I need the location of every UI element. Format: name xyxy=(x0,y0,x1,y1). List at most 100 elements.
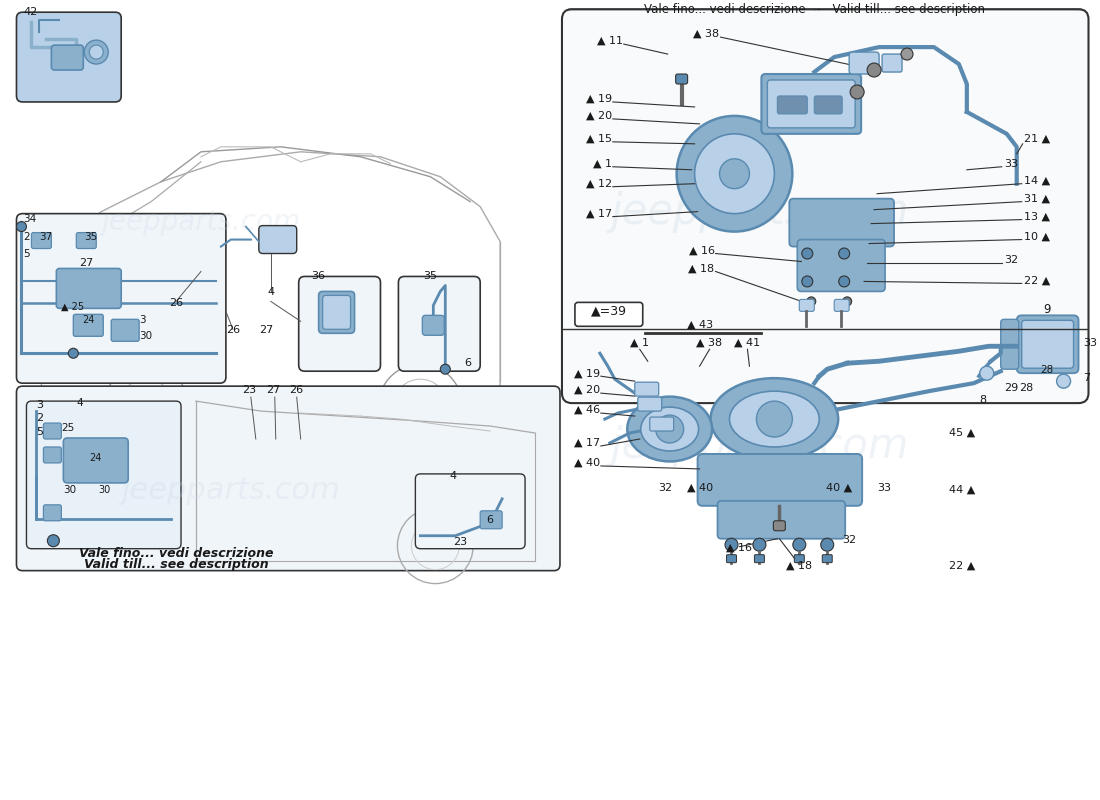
FancyBboxPatch shape xyxy=(755,554,764,562)
Text: ▲ 19: ▲ 19 xyxy=(585,94,612,104)
Text: 10 ▲: 10 ▲ xyxy=(1024,231,1049,242)
Text: 3: 3 xyxy=(139,315,146,326)
FancyBboxPatch shape xyxy=(322,295,351,330)
FancyBboxPatch shape xyxy=(778,96,807,114)
Text: 28: 28 xyxy=(1040,365,1053,375)
Circle shape xyxy=(47,534,59,546)
Text: 44 ▲: 44 ▲ xyxy=(949,485,975,495)
Circle shape xyxy=(850,85,865,99)
FancyBboxPatch shape xyxy=(834,299,849,311)
Text: 23: 23 xyxy=(453,537,468,546)
Text: ▲ 25: ▲ 25 xyxy=(62,302,85,311)
Circle shape xyxy=(838,248,849,259)
FancyBboxPatch shape xyxy=(822,554,833,562)
Text: ▲ 20: ▲ 20 xyxy=(585,111,612,121)
Text: ▲ 46: ▲ 46 xyxy=(574,405,600,415)
Text: 45 ▲: 45 ▲ xyxy=(949,428,975,438)
Text: 26: 26 xyxy=(226,326,240,335)
Text: 2: 2 xyxy=(23,231,30,242)
FancyBboxPatch shape xyxy=(64,438,129,483)
Text: 33: 33 xyxy=(877,483,891,493)
Text: 27: 27 xyxy=(258,326,273,335)
FancyBboxPatch shape xyxy=(814,96,843,114)
Ellipse shape xyxy=(711,378,838,460)
Circle shape xyxy=(838,276,849,287)
FancyBboxPatch shape xyxy=(794,554,804,562)
Text: 31 ▲: 31 ▲ xyxy=(1024,194,1049,204)
FancyBboxPatch shape xyxy=(16,386,560,570)
FancyBboxPatch shape xyxy=(798,239,886,291)
Circle shape xyxy=(757,401,792,437)
FancyBboxPatch shape xyxy=(43,447,62,463)
Text: 42: 42 xyxy=(23,7,37,17)
Text: Vale fino... vedi descrizione: Vale fino... vedi descrizione xyxy=(79,546,273,560)
Text: 25: 25 xyxy=(62,423,75,433)
Circle shape xyxy=(725,538,738,551)
Text: 26: 26 xyxy=(169,298,183,308)
Text: 32: 32 xyxy=(1003,255,1018,266)
FancyBboxPatch shape xyxy=(398,277,481,371)
Text: Valid till... see description: Valid till... see description xyxy=(84,558,268,570)
FancyBboxPatch shape xyxy=(56,269,121,308)
Text: 30: 30 xyxy=(64,485,77,495)
Text: 27: 27 xyxy=(79,258,94,269)
Text: ▲ 38: ▲ 38 xyxy=(696,338,723,347)
Text: 9: 9 xyxy=(1043,303,1050,316)
Text: 37: 37 xyxy=(40,231,53,242)
Text: 32: 32 xyxy=(843,534,856,545)
Text: 6: 6 xyxy=(486,514,494,525)
Text: 35: 35 xyxy=(424,271,438,282)
FancyBboxPatch shape xyxy=(800,299,814,311)
Text: 5: 5 xyxy=(36,427,43,437)
FancyBboxPatch shape xyxy=(111,319,139,342)
Text: 8: 8 xyxy=(979,395,986,405)
Text: 13 ▲: 13 ▲ xyxy=(1024,212,1049,222)
Ellipse shape xyxy=(640,407,698,451)
FancyBboxPatch shape xyxy=(638,397,662,411)
Text: 30: 30 xyxy=(98,485,110,495)
Text: 36: 36 xyxy=(311,271,326,282)
Text: ▲ 40: ▲ 40 xyxy=(686,483,713,493)
Text: 21 ▲: 21 ▲ xyxy=(1024,134,1049,144)
Text: jeepparts.com: jeepparts.com xyxy=(610,190,909,233)
Text: 7: 7 xyxy=(1084,373,1090,383)
Circle shape xyxy=(843,297,851,306)
Circle shape xyxy=(752,538,766,551)
FancyBboxPatch shape xyxy=(416,474,525,549)
Circle shape xyxy=(68,348,78,358)
Text: ▲ 43: ▲ 43 xyxy=(686,319,713,330)
Circle shape xyxy=(802,276,813,287)
Text: ▲ 11: ▲ 11 xyxy=(597,36,623,46)
FancyBboxPatch shape xyxy=(32,233,52,249)
Text: 6: 6 xyxy=(464,358,472,368)
Text: ▲ 17: ▲ 17 xyxy=(574,438,600,448)
FancyBboxPatch shape xyxy=(768,80,855,128)
FancyBboxPatch shape xyxy=(1016,315,1078,373)
FancyBboxPatch shape xyxy=(76,233,97,249)
FancyBboxPatch shape xyxy=(575,302,642,326)
Text: 35: 35 xyxy=(85,231,98,242)
Text: ▲ 1: ▲ 1 xyxy=(593,158,612,169)
Text: 27: 27 xyxy=(265,385,279,395)
Circle shape xyxy=(694,134,774,214)
Text: 24: 24 xyxy=(89,453,101,463)
Text: ▲ 17: ▲ 17 xyxy=(585,209,612,218)
FancyBboxPatch shape xyxy=(717,501,845,538)
FancyBboxPatch shape xyxy=(562,10,1089,403)
Circle shape xyxy=(980,366,993,380)
Text: ▲ 38: ▲ 38 xyxy=(693,29,719,39)
Text: ▲ 40: ▲ 40 xyxy=(574,458,600,468)
FancyBboxPatch shape xyxy=(16,12,121,102)
Text: 23: 23 xyxy=(242,385,256,395)
Text: ▲ 16: ▲ 16 xyxy=(726,542,752,553)
Text: ▲ 15: ▲ 15 xyxy=(586,134,612,144)
FancyBboxPatch shape xyxy=(790,198,894,246)
Circle shape xyxy=(793,538,806,551)
Text: ▲ 18: ▲ 18 xyxy=(786,561,813,570)
Text: ▲ 1: ▲ 1 xyxy=(630,338,649,347)
Ellipse shape xyxy=(627,397,712,462)
FancyBboxPatch shape xyxy=(258,226,297,254)
FancyBboxPatch shape xyxy=(650,417,673,431)
FancyBboxPatch shape xyxy=(481,511,502,529)
Text: 22 ▲: 22 ▲ xyxy=(949,561,975,570)
